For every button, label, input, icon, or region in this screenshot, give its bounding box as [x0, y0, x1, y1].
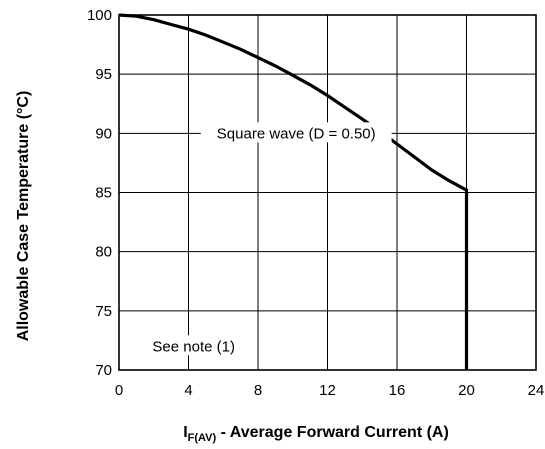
- y-axis-ticks: 70 75 80 85 90 95 100: [87, 7, 112, 379]
- y-tick-label: 70: [95, 362, 112, 379]
- annotation-background: [200, 122, 392, 143]
- series-line: [118, 13, 469, 370]
- grid: [119, 15, 536, 370]
- y-tick-label: 85: [95, 185, 112, 202]
- x-tick-label: 20: [458, 382, 475, 399]
- plot-frame: [118, 14, 537, 371]
- x-axis-label-subscript: F(AV): [188, 432, 217, 444]
- x-tick-label: 24: [528, 382, 545, 399]
- y-axis-label: Allowable Case Temperature (°C): [15, 91, 32, 342]
- x-axis-label-rest: - Average Forward Current (A): [216, 424, 449, 441]
- x-tick-label: 4: [184, 382, 192, 399]
- y-tick-label: 75: [95, 303, 112, 320]
- x-tick-label: 8: [254, 382, 262, 399]
- annotations: Square wave (D = 0.50) See note (1): [140, 122, 392, 356]
- x-axis-label: IF(AV) - Average Forward Current (A): [183, 424, 449, 444]
- y-tick-label: 95: [95, 66, 112, 83]
- annotation-label: Square wave (D = 0.50): [217, 125, 376, 142]
- x-tick-label: 16: [389, 382, 406, 399]
- series-group: [118, 13, 469, 370]
- x-axis-label-main: I: [183, 424, 187, 441]
- annotation-background: [140, 335, 248, 356]
- annotation-label: See note (1): [152, 338, 235, 355]
- x-tick-label: 12: [319, 382, 336, 399]
- x-axis-ticks: 0 4 8 12 16 20 24: [115, 382, 545, 399]
- x-tick-label: 0: [115, 382, 123, 399]
- y-tick-label: 100: [87, 7, 112, 24]
- y-tick-label: 90: [95, 125, 112, 142]
- y-tick-label: 80: [95, 244, 112, 261]
